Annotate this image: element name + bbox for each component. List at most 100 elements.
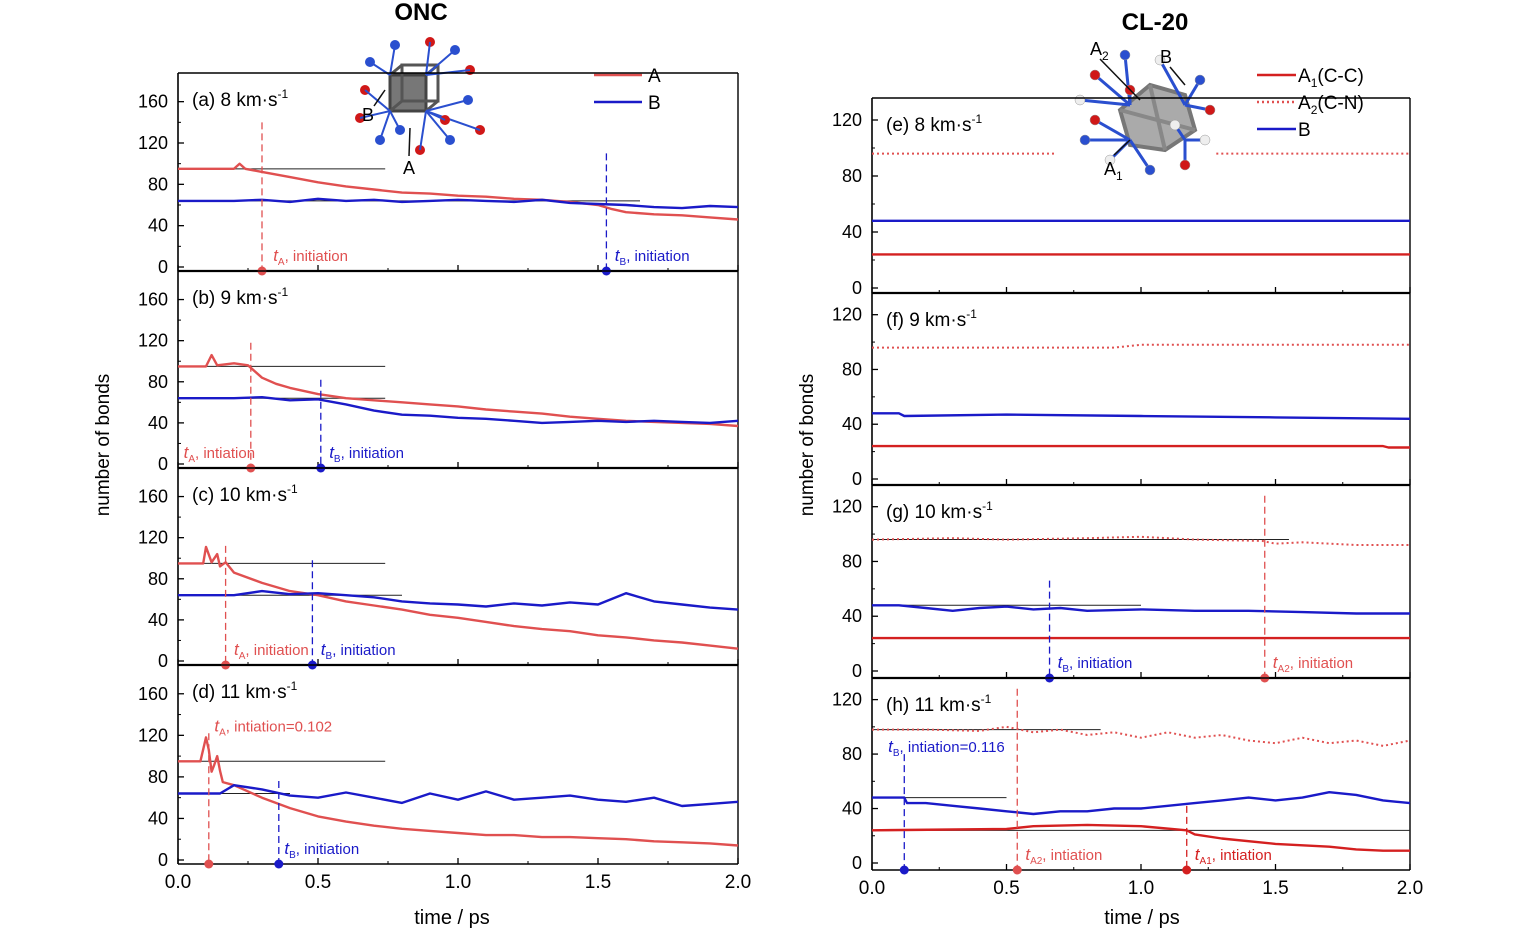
legend-label: B xyxy=(1298,120,1311,141)
y-tick-label: 120 xyxy=(832,110,862,130)
atom-icon xyxy=(1089,69,1101,81)
atom-icon xyxy=(1169,119,1181,131)
y-tick-label: 0 xyxy=(852,278,862,298)
panel-e: 0 40 80 120 (e) 8 km·s-1 xyxy=(832,97,1411,298)
legend-label: A xyxy=(648,66,661,87)
legend-label: A2(C-N) xyxy=(1298,93,1364,117)
atom-icon xyxy=(1079,134,1091,146)
x-tick-label: 1.5 xyxy=(1262,878,1288,899)
y-tick-label: 40 xyxy=(842,222,862,242)
y-tick-label: 0 xyxy=(158,850,168,870)
cl20-molecule-image xyxy=(1117,82,1198,153)
title-onc: ONC xyxy=(394,0,447,26)
y-tick-label: 0 xyxy=(158,651,168,671)
atom-icon xyxy=(1194,74,1206,86)
panel-f: 0 40 80 120 (f) 9 km·s-1 xyxy=(832,292,1411,489)
y-tick-label: 40 xyxy=(842,606,862,626)
cl20-atom-labels: A2 B A1 xyxy=(1090,39,1186,183)
panel-h: 0 40 80 120 0.0 0.5 1.0 1.5 2.0 (h) 11 km·s-1 tB, … xyxy=(832,677,1423,899)
series-line-A1 xyxy=(871,823,1410,852)
initiation-marker-dot xyxy=(204,859,214,869)
panel-b: 0 40 80 120 160 (b) 9 km·s-1 tA, intiation tB, … xyxy=(138,270,739,474)
cl20-label: B xyxy=(1160,47,1172,67)
initiation-label: tA2, intiation xyxy=(1025,845,1102,867)
y-tick-label: 120 xyxy=(138,133,168,153)
x-tick-label: 0.5 xyxy=(993,878,1019,899)
panel-label: (e) 8 km·s-1 xyxy=(886,112,982,136)
atom-icon xyxy=(1179,159,1191,171)
y-tick-label: 0 xyxy=(852,469,862,489)
y-tick-label: 40 xyxy=(148,413,168,433)
series-line-B xyxy=(872,604,1410,615)
y-tick-label: 160 xyxy=(138,487,168,507)
x-axis-label-right: time / ps xyxy=(1104,907,1180,929)
y-tick-label: 80 xyxy=(148,569,168,589)
y-tick-label: 40 xyxy=(148,610,168,630)
x-tick-label: 0.0 xyxy=(859,878,885,899)
panel-d: 0 40 80 120 160 0.0 0.5 1.0 1.5 2.0 (d) 11 km·s-1 t… xyxy=(138,664,751,893)
cl20-label: A2 xyxy=(1090,39,1109,63)
initiation-marker-dot xyxy=(1182,865,1192,875)
y-tick-label: 40 xyxy=(148,216,168,236)
y-tick-label: 160 xyxy=(138,684,168,704)
panel-label: (d) 11 km·s-1 xyxy=(192,679,298,703)
y-tick-label: 120 xyxy=(138,528,168,548)
panel-label: (f) 9 km·s-1 xyxy=(886,307,977,331)
legend-label: A1(C-C) xyxy=(1298,66,1364,90)
atom-icon xyxy=(1104,154,1116,166)
y-tick-label: 40 xyxy=(842,799,862,819)
atom-icon xyxy=(1144,164,1156,176)
x-axis-label-left: time / ps xyxy=(414,907,490,929)
y-tick-label: 120 xyxy=(832,305,862,325)
legend-label: B xyxy=(648,93,661,114)
y-tick-label: 0 xyxy=(158,257,168,277)
atom-icon xyxy=(1204,104,1216,116)
initiation-marker-dot xyxy=(274,859,284,869)
y-tick-label: 80 xyxy=(842,359,862,379)
series-line-B xyxy=(872,791,1411,816)
panel-label: (b) 9 km·s-1 xyxy=(192,285,288,309)
initiation-label: tA2, initiation xyxy=(1273,653,1353,675)
initiation-label: tA, intiation=0.102 xyxy=(214,716,332,738)
panel-label: (a) 8 km·s-1 xyxy=(192,87,288,111)
initiation-label: tA, intiation xyxy=(184,443,255,465)
y-tick-label: 0 xyxy=(158,454,168,474)
initiation-label: tA, initiation xyxy=(273,246,348,268)
y-tick-label: 160 xyxy=(138,92,168,112)
y-tick-label: 0 xyxy=(852,661,862,681)
x-tick-label: 1.0 xyxy=(445,872,471,893)
onc-label-a: A xyxy=(403,158,415,178)
panel-g: 0 40 80 120 (g) 10 km·s-1 tB, initiation tA2, … xyxy=(832,484,1411,683)
atom-icon xyxy=(1089,114,1101,126)
atom-icon xyxy=(1199,134,1211,146)
series-line-B xyxy=(178,784,739,808)
initiation-marker-dot xyxy=(1012,865,1022,875)
initiation-marker-dot xyxy=(899,865,909,875)
y-tick-label: 120 xyxy=(832,690,862,710)
y-tick-label: 80 xyxy=(842,744,862,764)
y-tick-label: 80 xyxy=(148,372,168,392)
y-tick-label: 120 xyxy=(138,725,168,745)
legend-right: A1(C-C) A2(C-N) B xyxy=(1257,66,1364,141)
x-tick-label: 0.5 xyxy=(305,872,331,893)
panel-label: (c) 10 km·s-1 xyxy=(192,482,298,506)
x-tick-label: 1.0 xyxy=(1128,878,1154,899)
series-line-B xyxy=(178,197,739,210)
y-tick-label: 80 xyxy=(148,174,168,194)
x-tick-label: 2.0 xyxy=(1397,878,1423,899)
onc-label-b: B xyxy=(362,105,374,125)
series-line-B xyxy=(178,589,739,611)
initiation-label: tB, initiation xyxy=(615,246,690,268)
legend-left: AB xyxy=(594,66,661,114)
x-tick-label: 0.0 xyxy=(165,872,191,893)
panel-c: 0 40 80 120 160 (c) 10 km·s-1 tA, initiation tB… xyxy=(138,467,739,671)
y-tick-label: 0 xyxy=(852,853,862,873)
y-tick-label: 120 xyxy=(832,497,862,517)
atom-icon xyxy=(1119,49,1131,61)
cl20-label: A1 xyxy=(1104,159,1123,183)
y-tick-label: 40 xyxy=(842,414,862,434)
series-line-A xyxy=(178,545,739,650)
series-line-B xyxy=(872,412,1411,420)
x-tick-label: 1.5 xyxy=(585,872,611,893)
